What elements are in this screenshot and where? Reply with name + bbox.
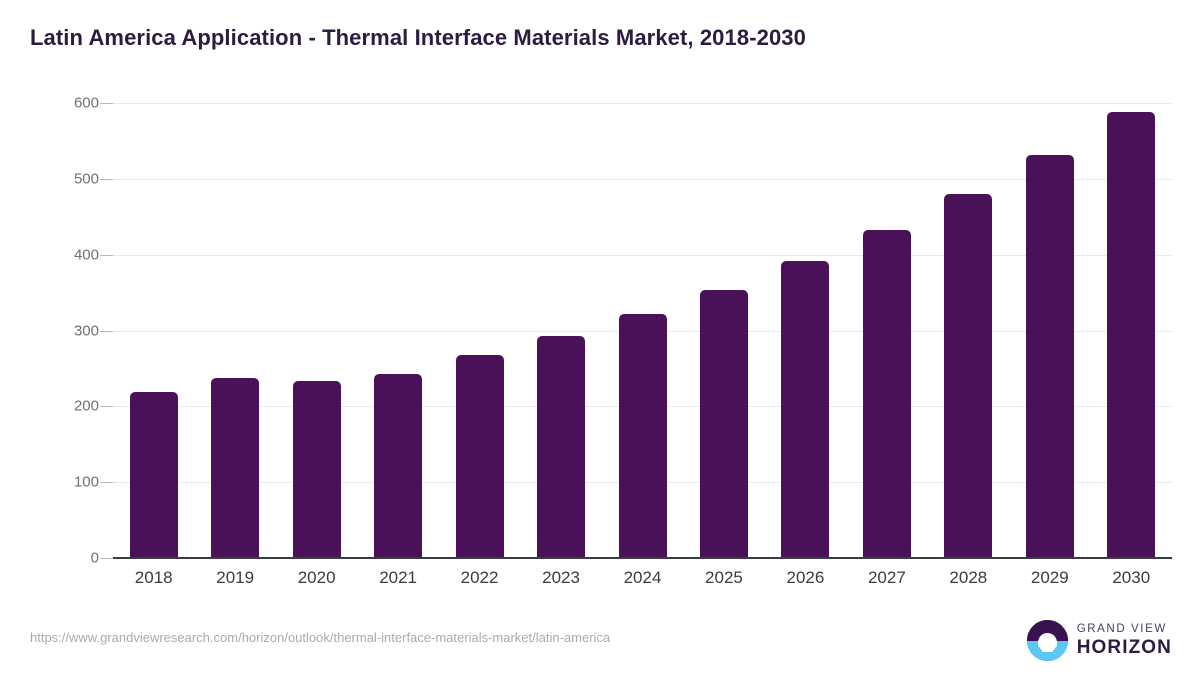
- y-tick-label: 300: [73, 322, 99, 339]
- logo-text-line2: HORIZON: [1076, 637, 1172, 659]
- x-tick-label-2022: 2022: [460, 568, 499, 587]
- bar-2024[interactable]: [618, 313, 667, 558]
- x-tick-label-2030: 2030: [1112, 568, 1151, 587]
- x-tick-label-2021: 2021: [379, 568, 418, 587]
- y-tick-label: 600: [73, 94, 99, 112]
- bar-2029[interactable]: [1025, 155, 1074, 558]
- logo-text-line1: GRAND VIEW: [1076, 622, 1167, 635]
- gridline: [113, 254, 1172, 256]
- x-tick-label-2018: 2018: [134, 568, 173, 587]
- logo-sun-shape: [1037, 632, 1057, 652]
- x-tick-label-2025: 2025: [705, 568, 743, 587]
- y-tick-label: 0: [90, 549, 99, 567]
- x-tick-label-2027: 2027: [867, 568, 906, 587]
- gridline: [113, 103, 1172, 104]
- logo-ray-upper: [1037, 645, 1057, 648]
- horizon-sun-circle-icon: [1026, 620, 1068, 661]
- logo-ray-lower: [1041, 649, 1053, 652]
- x-tick-label-2029: 2029: [1030, 568, 1069, 587]
- x-tick-label-2026: 2026: [786, 568, 825, 587]
- y-tick-label: 500: [73, 170, 99, 188]
- source-url[interactable]: https://www.grandviewresearch.com/horizo…: [30, 630, 611, 645]
- bar-2026[interactable]: [781, 260, 830, 558]
- bar-2028[interactable]: [944, 194, 993, 558]
- bar-2025[interactable]: [699, 289, 748, 558]
- y-tick-mark: [100, 254, 113, 256]
- y-tick-mark: [100, 558, 113, 559]
- logo-sky-shape: [1026, 620, 1068, 641]
- x-tick-label-2028: 2028: [949, 568, 988, 587]
- y-tick-label: 400: [73, 246, 99, 264]
- y-tick-mark: [100, 406, 113, 408]
- bar-series: [113, 103, 1172, 558]
- bar-2030[interactable]: [1107, 112, 1156, 558]
- x-tick-label-2024: 2024: [623, 568, 662, 587]
- brand-logo: GRAND VIEW HORIZON: [1026, 620, 1172, 661]
- x-tick-label-2023: 2023: [542, 568, 580, 587]
- bar-2021[interactable]: [374, 373, 423, 558]
- logo-wordmark: GRAND VIEW HORIZON: [1076, 622, 1172, 659]
- bar-2018[interactable]: [129, 391, 178, 558]
- y-tick-mark: [100, 482, 113, 484]
- y-tick-mark: [100, 178, 113, 180]
- gridline: [113, 178, 1172, 180]
- y-tick-label: 100: [73, 473, 99, 491]
- page-title: Latin America Application - Thermal Inte…: [30, 25, 806, 50]
- x-tick-label-2019: 2019: [216, 568, 255, 587]
- bar-2020[interactable]: [292, 381, 341, 558]
- bar-2023[interactable]: [537, 335, 586, 558]
- x-axis-line: [113, 557, 1172, 559]
- x-tick-label-2020: 2020: [297, 568, 336, 587]
- bar-2019[interactable]: [211, 378, 260, 558]
- y-tick-mark: [100, 330, 113, 332]
- y-tick-label: 200: [73, 397, 99, 415]
- bar-2022[interactable]: [455, 354, 504, 558]
- bar-2027[interactable]: [862, 229, 911, 558]
- y-tick-mark: [100, 103, 113, 104]
